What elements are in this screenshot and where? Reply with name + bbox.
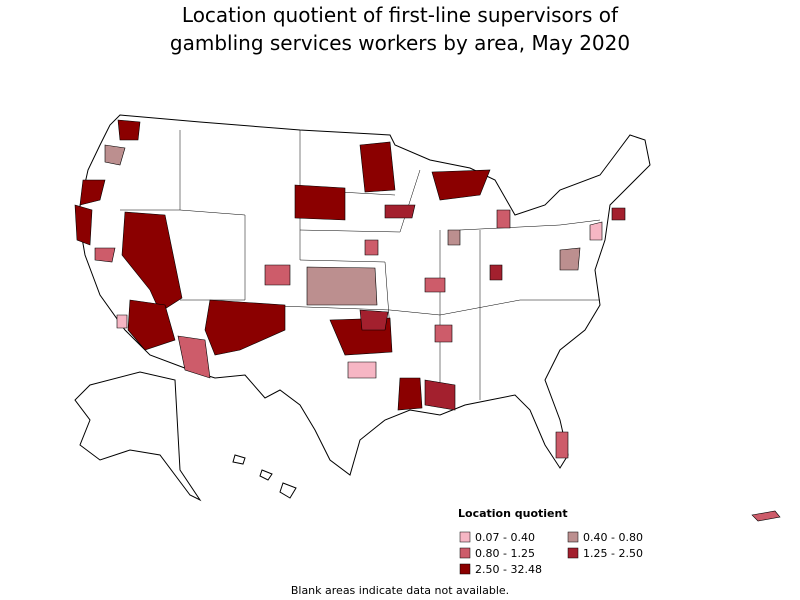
area	[127, 299, 176, 351]
area	[496, 209, 511, 229]
legend-label: 2.50 - 32.48	[475, 563, 542, 576]
state-border	[299, 169, 421, 233]
area	[611, 207, 626, 221]
area	[384, 204, 416, 219]
legend-swatch	[459, 531, 471, 543]
area	[447, 229, 461, 246]
title-line: Location quotient of first-line supervis…	[182, 3, 619, 27]
puerto-rico	[751, 510, 781, 522]
alaska	[74, 371, 202, 502]
legend-label: 0.80 - 1.25	[475, 547, 535, 560]
area	[294, 184, 346, 221]
area	[359, 309, 389, 331]
area	[589, 221, 603, 241]
area	[177, 335, 211, 379]
area	[424, 277, 446, 293]
legend-title: Location quotient	[458, 507, 568, 520]
area	[264, 264, 291, 286]
area	[359, 141, 396, 193]
area	[347, 361, 377, 379]
area	[397, 377, 423, 411]
area	[74, 204, 93, 246]
area	[104, 144, 126, 166]
area	[116, 314, 128, 329]
area	[555, 431, 569, 459]
legend-label: 0.40 - 0.80	[583, 531, 643, 544]
hawaii	[279, 482, 297, 499]
area	[306, 266, 378, 306]
state-border	[459, 219, 601, 231]
area	[559, 247, 581, 271]
legend-label: 1.25 - 2.50	[583, 547, 643, 560]
area	[424, 379, 456, 411]
hawaii	[259, 469, 273, 481]
area	[434, 324, 453, 343]
legend-swatch	[567, 547, 579, 559]
footnote: Blank areas indicate data not available.	[291, 584, 509, 597]
area	[94, 247, 116, 263]
area	[431, 169, 491, 201]
area	[79, 179, 106, 206]
legend-swatch	[459, 563, 471, 575]
map	[74, 114, 781, 522]
area	[204, 299, 286, 356]
area	[117, 119, 141, 141]
legend-swatch	[459, 547, 471, 559]
legend-label: 0.07 - 0.40	[475, 531, 535, 544]
title-line: gambling services workers by area, May 2…	[170, 31, 630, 55]
hawaii	[232, 454, 246, 465]
area	[489, 264, 503, 281]
legend: Location quotient 0.07 - 0.40 0.40 - 0.80…	[458, 507, 643, 576]
area	[364, 239, 379, 256]
legend-swatch	[567, 531, 579, 543]
